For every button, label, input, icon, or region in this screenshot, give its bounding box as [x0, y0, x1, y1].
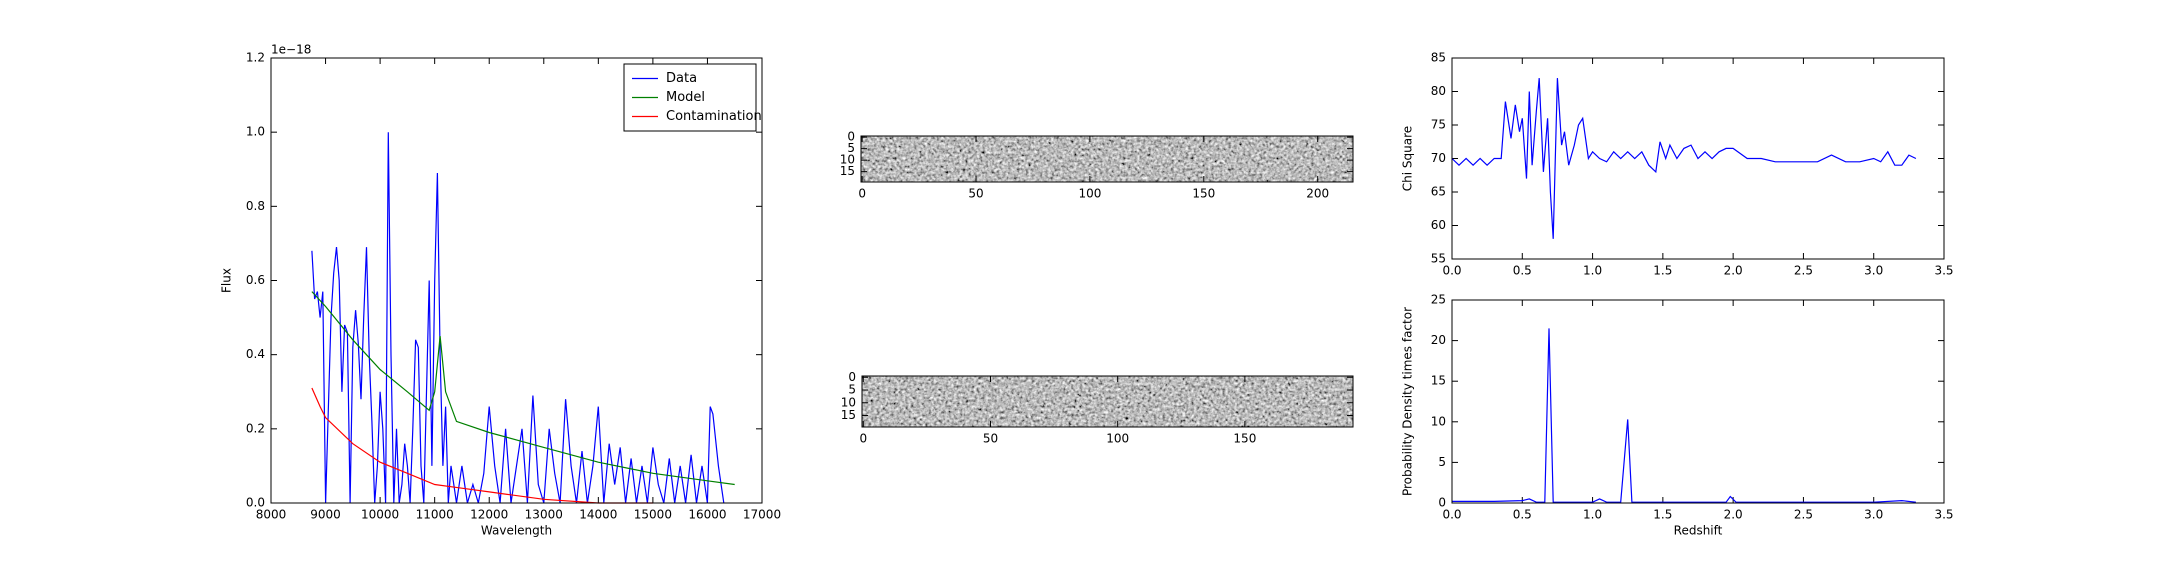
y-tick-label: 10	[1431, 414, 1446, 428]
y-tick-label: 0.0	[246, 496, 265, 510]
legend: Data Model Contamination	[623, 63, 762, 132]
y-tick-label: 0	[1438, 496, 1446, 510]
y-tick-label: 75	[1431, 118, 1446, 132]
y-tick-label: 15	[841, 408, 856, 422]
x-tick-label: 3.0	[1864, 264, 1883, 278]
x-tick-label: 0.5	[1513, 264, 1532, 278]
x-tick-label: 2.5	[1794, 508, 1813, 522]
y-tick-label: 0.6	[246, 273, 265, 287]
y-tick-label: 85	[1431, 51, 1446, 65]
y-tick-label: 15	[1431, 374, 1446, 388]
x-tick-label: 50	[983, 432, 998, 446]
x-tick-label: 13000	[525, 508, 563, 522]
y-axis-label: Probability Density times factor	[1401, 307, 1415, 496]
series-line	[311, 387, 653, 504]
x-tick-label: 1.0	[1583, 264, 1602, 278]
y-tick-label: 20	[1431, 333, 1446, 347]
x-tick-label: 11000	[416, 508, 454, 522]
x-tick-label: 200	[1306, 187, 1329, 201]
x-axis-label: Redshift	[1674, 524, 1723, 538]
axes-frame	[1451, 299, 1945, 504]
x-tick-label: 100	[1078, 187, 1101, 201]
subplot: 0.0 0.5 1.0 1.5 2.0 2.5 3.0 3.5 55 60 65 70 75 80 85 Ch…	[1401, 51, 1954, 278]
x-tick-label: 1.5	[1653, 264, 1672, 278]
x-tick-label: 9000	[310, 508, 341, 522]
subplot: 0.0 0.5 1.0 1.5 2.0 2.5 3.0 3.5 0 5 10 15 20 25 Redshi…	[1401, 293, 1954, 538]
axes-frame	[861, 375, 1354, 428]
y-tick-label: 60	[1431, 218, 1446, 232]
x-tick-label: 0	[858, 187, 866, 201]
y-tick-label: 1.2	[246, 51, 265, 65]
legend-label: Model	[666, 90, 705, 105]
series-line	[311, 132, 725, 504]
x-tick-label: 0.0	[1442, 508, 1461, 522]
x-tick-label: 0.0	[1442, 264, 1461, 278]
y-axis-label: Chi Square	[1401, 126, 1415, 191]
x-tick-label: 3.5	[1934, 508, 1953, 522]
subplot: 8000 9000 10000 11000 12000 13000 14000 15000 16…	[220, 43, 782, 538]
y-tick-label: 0.2	[246, 421, 265, 435]
series-line	[311, 291, 735, 486]
x-tick-label: 50	[968, 187, 983, 201]
y-tick-label: 1.0	[246, 125, 265, 139]
x-tick-label: 2.0	[1724, 508, 1743, 522]
x-axis-label: Wavelength	[481, 524, 552, 538]
y-axis-label: Flux	[220, 268, 234, 293]
x-tick-label: 8000	[256, 508, 287, 522]
y-tick-label: 0.8	[246, 199, 265, 213]
y-tick-label: 55	[1431, 252, 1446, 266]
y-tick-label: 5	[1438, 455, 1446, 469]
x-tick-label: 1.5	[1653, 508, 1672, 522]
y-tick-label: 0.4	[246, 347, 265, 361]
offset-text: 1e−18	[271, 43, 311, 57]
y-tick-label: 10	[841, 395, 856, 409]
x-tick-label: 10000	[361, 508, 399, 522]
series-line	[1451, 78, 1917, 239]
y-tick-label: 70	[1431, 151, 1446, 165]
x-tick-label: 15000	[634, 508, 672, 522]
x-tick-label: 16000	[688, 508, 726, 522]
series-line	[1452, 328, 1916, 503]
spectrum-image	[861, 136, 1353, 182]
axes-frame	[860, 135, 1354, 183]
x-tick-label: 3.0	[1864, 508, 1883, 522]
x-tick-label: 2.0	[1724, 264, 1743, 278]
y-tick-label: 80	[1431, 84, 1446, 98]
y-tick-label: 25	[1431, 293, 1446, 307]
x-tick-label: 2.5	[1794, 264, 1813, 278]
x-tick-label: 3.5	[1934, 264, 1953, 278]
y-tick-label: 5	[847, 141, 855, 155]
x-tick-label: 12000	[470, 508, 508, 522]
x-tick-label: 14000	[579, 508, 617, 522]
spectrum-image	[862, 376, 1353, 427]
y-tick-label: 0	[848, 370, 856, 384]
legend-box	[623, 63, 757, 132]
y-tick-label: 0	[847, 130, 855, 144]
x-tick-label: 150	[1233, 432, 1256, 446]
legend-label: Contamination	[666, 109, 762, 124]
y-tick-label: 15	[840, 164, 855, 178]
x-tick-label: 150	[1192, 187, 1215, 201]
x-tick-label: 100	[1106, 432, 1129, 446]
x-tick-label: 1.0	[1583, 508, 1602, 522]
y-tick-label: 10	[840, 153, 855, 167]
legend-label: Data	[666, 71, 697, 86]
y-tick-label: 65	[1431, 185, 1446, 199]
x-tick-label: 0.5	[1513, 508, 1532, 522]
axes-frame	[1451, 57, 1945, 260]
axes-frame	[270, 57, 763, 504]
x-tick-label: 0	[859, 432, 867, 446]
y-tick-label: 5	[848, 383, 856, 397]
x-tick-label: 17000	[743, 508, 781, 522]
